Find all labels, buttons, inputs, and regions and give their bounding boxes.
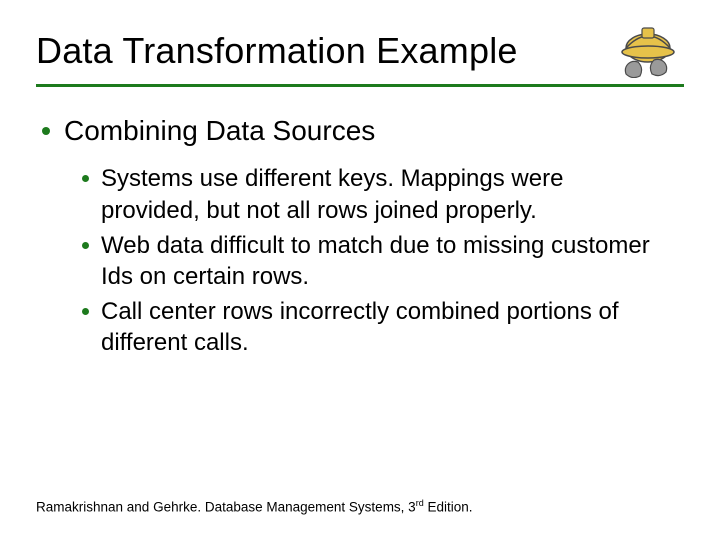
bullet-level2: Systems use different keys. Mappings wer…: [82, 163, 684, 225]
footer-suffix: Edition.: [424, 499, 473, 514]
content-area: Combining Data Sources Systems use diffe…: [36, 113, 684, 359]
slide-title: Data Transformation Example: [36, 30, 518, 71]
hardhat-gloves-icon: [614, 18, 684, 78]
bullet-l1-text: Combining Data Sources: [64, 113, 375, 149]
bullet-dot-icon: [82, 175, 89, 182]
footer-citation: Ramakrishnan and Gehrke. Database Manage…: [36, 498, 473, 515]
footer-prefix: Ramakrishnan and Gehrke. Database Manage…: [36, 499, 416, 514]
bullet-l2-text: Systems use different keys. Mappings wer…: [101, 163, 661, 225]
footer-ordinal: rd: [416, 498, 424, 508]
slide: Data Transformation Example Combining Da…: [0, 0, 720, 540]
bullet-dot-icon: [42, 127, 50, 135]
bullet-level1: Combining Data Sources: [42, 113, 684, 149]
bullet-dot-icon: [82, 308, 89, 315]
bullet-level2: Web data difficult to match due to missi…: [82, 230, 684, 292]
title-row: Data Transformation Example: [36, 30, 684, 78]
bullet-level2: Call center rows incorrectly combined po…: [82, 296, 684, 358]
sub-bullet-list: Systems use different keys. Mappings wer…: [82, 163, 684, 358]
title-underline: [36, 84, 684, 87]
bullet-l2-text: Call center rows incorrectly combined po…: [101, 296, 661, 358]
bullet-dot-icon: [82, 242, 89, 249]
bullet-l2-text: Web data difficult to match due to missi…: [101, 230, 661, 292]
